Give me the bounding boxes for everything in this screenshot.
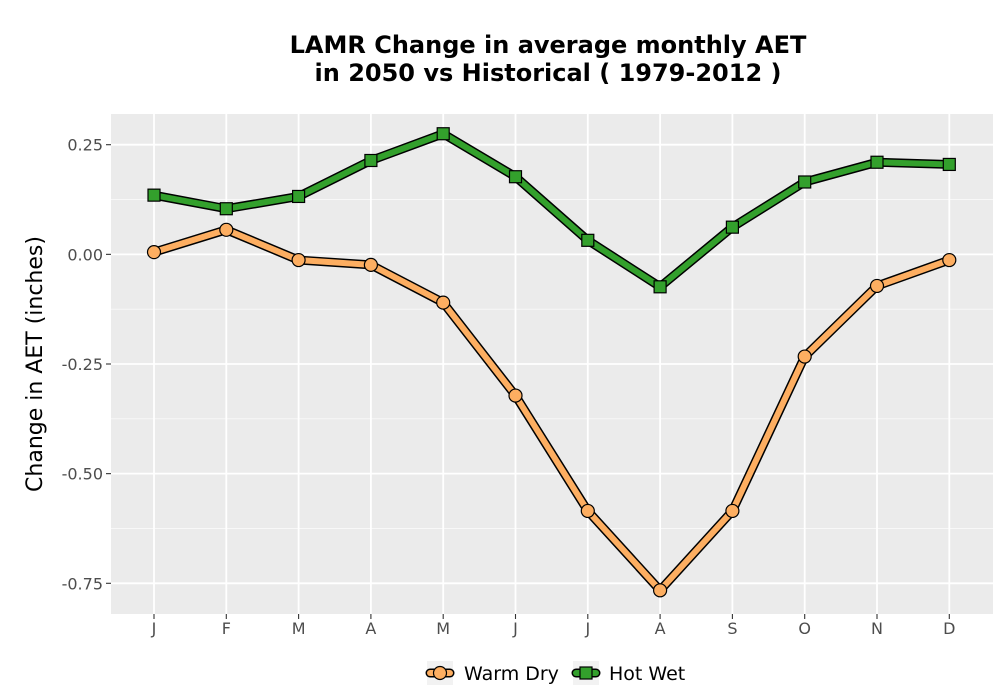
hot-wet-point xyxy=(725,220,740,234)
hot-wet-point xyxy=(508,170,523,184)
y-tick-label: -0.75 xyxy=(62,574,103,593)
x-tick-label: A xyxy=(655,619,666,638)
x-tick-label: D xyxy=(943,619,955,638)
legend-key-marker-hot-wet xyxy=(579,666,593,680)
warm-dry-line xyxy=(151,226,953,594)
x-tick-label: J xyxy=(512,619,518,638)
hot-wet-point xyxy=(364,153,378,168)
x-tick-label: F xyxy=(222,619,231,638)
x-tick-label: N xyxy=(871,619,883,638)
y-axis-label: Change in AET (inches) xyxy=(23,236,48,492)
warm-dry-point xyxy=(652,583,668,598)
hot-wet-point xyxy=(219,202,233,216)
legend-label-warm-dry: Warm Dry xyxy=(464,663,559,685)
x-tick-label: O xyxy=(798,619,811,638)
x-tick-label: M xyxy=(436,619,450,638)
grid-major xyxy=(111,114,993,614)
legend-key-marker-warm-dry xyxy=(432,665,448,681)
y-tick-label: -0.25 xyxy=(62,355,103,374)
hot-wet-point xyxy=(147,188,161,202)
hot-wet-point xyxy=(653,280,667,294)
x-tick-label: M xyxy=(292,619,306,638)
hot-wet-point xyxy=(942,157,956,172)
warm-dry-point xyxy=(869,278,885,294)
warm-dry-point xyxy=(797,349,812,364)
warm-dry-point xyxy=(363,257,378,272)
y-tick-label: -0.50 xyxy=(62,465,103,484)
hot-wet-point xyxy=(798,175,812,189)
legend-label-hot-wet: Hot Wet xyxy=(609,663,685,685)
hot-wet-line xyxy=(151,130,953,290)
legend: Warm Dry Hot Wet xyxy=(425,661,685,685)
warm-dry-point xyxy=(436,295,451,310)
y-axis: 0.25 0.00 -0.25 -0.50 -0.75 xyxy=(62,136,111,593)
chart-title-line-1: LAMR Change in average monthly AET xyxy=(290,31,807,59)
y-tick-label: 0.00 xyxy=(67,245,103,264)
x-tick-label: J xyxy=(584,619,590,638)
hot-wet-point xyxy=(870,155,884,169)
y-tick-label: 0.25 xyxy=(67,136,103,155)
hot-wet-point xyxy=(581,233,595,247)
hot-wet-point xyxy=(436,127,450,141)
chart-title-line-2: in 2050 vs Historical ( 1979-2012 ) xyxy=(315,59,782,87)
warm-dry-point xyxy=(219,222,234,237)
warm-dry-point xyxy=(146,245,162,260)
series-layer xyxy=(146,127,957,598)
warm-dry-point xyxy=(508,388,523,403)
x-tick-label: A xyxy=(365,619,376,638)
hot-wet-point xyxy=(292,189,306,204)
x-tick-label: S xyxy=(727,619,737,638)
warm-dry-point xyxy=(942,252,957,268)
warm-dry-point xyxy=(291,252,306,268)
warm-dry-point xyxy=(725,503,740,519)
warm-dry-point xyxy=(580,503,595,519)
x-tick-label: J xyxy=(151,619,157,638)
